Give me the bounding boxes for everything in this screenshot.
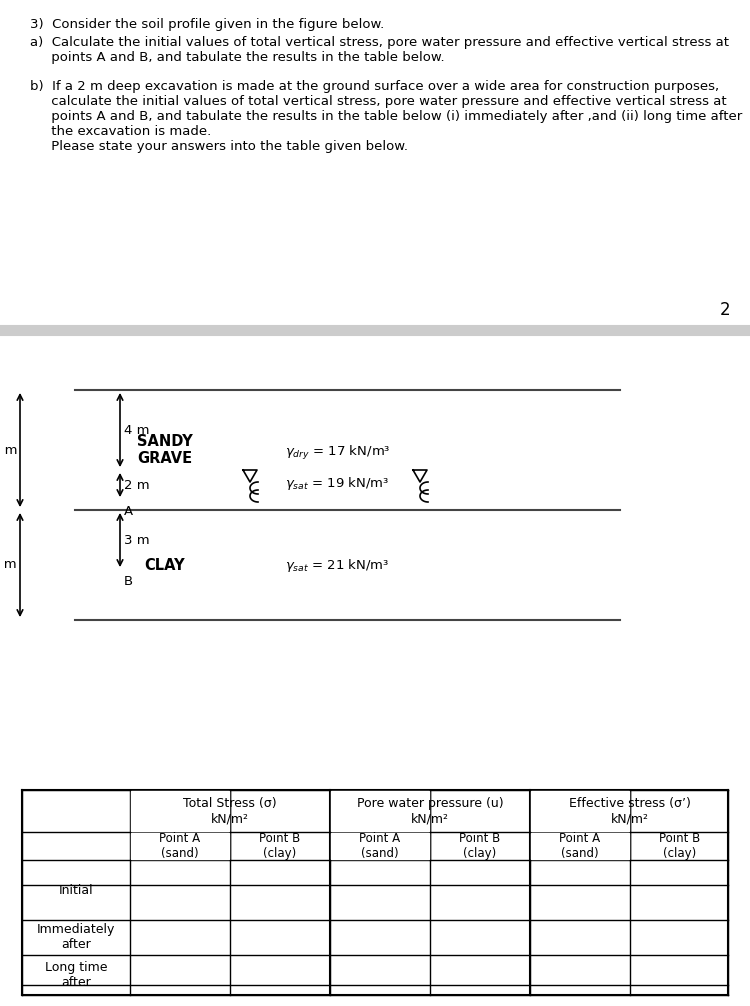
Text: Effective stress (σ’)
kN/m²: Effective stress (σ’) kN/m² — [569, 797, 691, 825]
Text: Point A
(sand): Point A (sand) — [160, 832, 200, 860]
Text: Point B
(clay): Point B (clay) — [659, 832, 700, 860]
Bar — [131, 833, 229, 859]
Text: B: B — [124, 575, 134, 588]
Text: $\gamma_{sat}$ = 19 kN/m³: $\gamma_{sat}$ = 19 kN/m³ — [285, 475, 389, 492]
Bar — [531, 833, 629, 859]
Bar — [331, 833, 429, 859]
Text: CLAY: CLAY — [145, 557, 185, 572]
Text: 5 m: 5 m — [0, 558, 17, 571]
Text: A: A — [124, 505, 134, 518]
Text: Point A
(sand): Point A (sand) — [359, 832, 401, 860]
Text: Total Stress (σ)
kN/m²: Total Stress (σ) kN/m² — [183, 797, 277, 825]
Text: Initial: Initial — [58, 883, 93, 896]
Text: 4 m: 4 m — [124, 424, 149, 437]
Text: $\gamma_{sat}$ = 21 kN/m³: $\gamma_{sat}$ = 21 kN/m³ — [285, 556, 389, 573]
Text: SANDY
GRAVE: SANDY GRAVE — [137, 434, 193, 466]
Text: $\gamma_{dry}$ = 17 kN/m³: $\gamma_{dry}$ = 17 kN/m³ — [285, 444, 391, 462]
Text: Long time
after: Long time after — [45, 961, 107, 989]
Text: Point A
(sand): Point A (sand) — [560, 832, 601, 860]
Bar — [331, 791, 429, 831]
Text: Point B
(clay): Point B (clay) — [260, 832, 301, 860]
Text: Point B
(clay): Point B (clay) — [459, 832, 501, 860]
Bar — [131, 791, 229, 831]
Text: 8 m: 8 m — [0, 444, 17, 457]
Text: 3 m: 3 m — [124, 533, 149, 546]
Text: 2 m: 2 m — [124, 479, 149, 492]
Text: Pore water pressure (u)
kN/m²: Pore water pressure (u) kN/m² — [357, 797, 503, 825]
Text: b)  If a 2 m deep excavation is made at the ground surface over a wide area for : b) If a 2 m deep excavation is made at t… — [30, 80, 742, 153]
Bar — [531, 791, 629, 831]
Text: Immediately
after: Immediately after — [37, 924, 116, 952]
Text: 3)  Consider the soil profile given in the figure below.: 3) Consider the soil profile given in th… — [30, 18, 384, 31]
Text: a)  Calculate the initial values of total vertical stress, pore water pressure a: a) Calculate the initial values of total… — [30, 36, 729, 64]
Text: 2: 2 — [720, 301, 730, 319]
